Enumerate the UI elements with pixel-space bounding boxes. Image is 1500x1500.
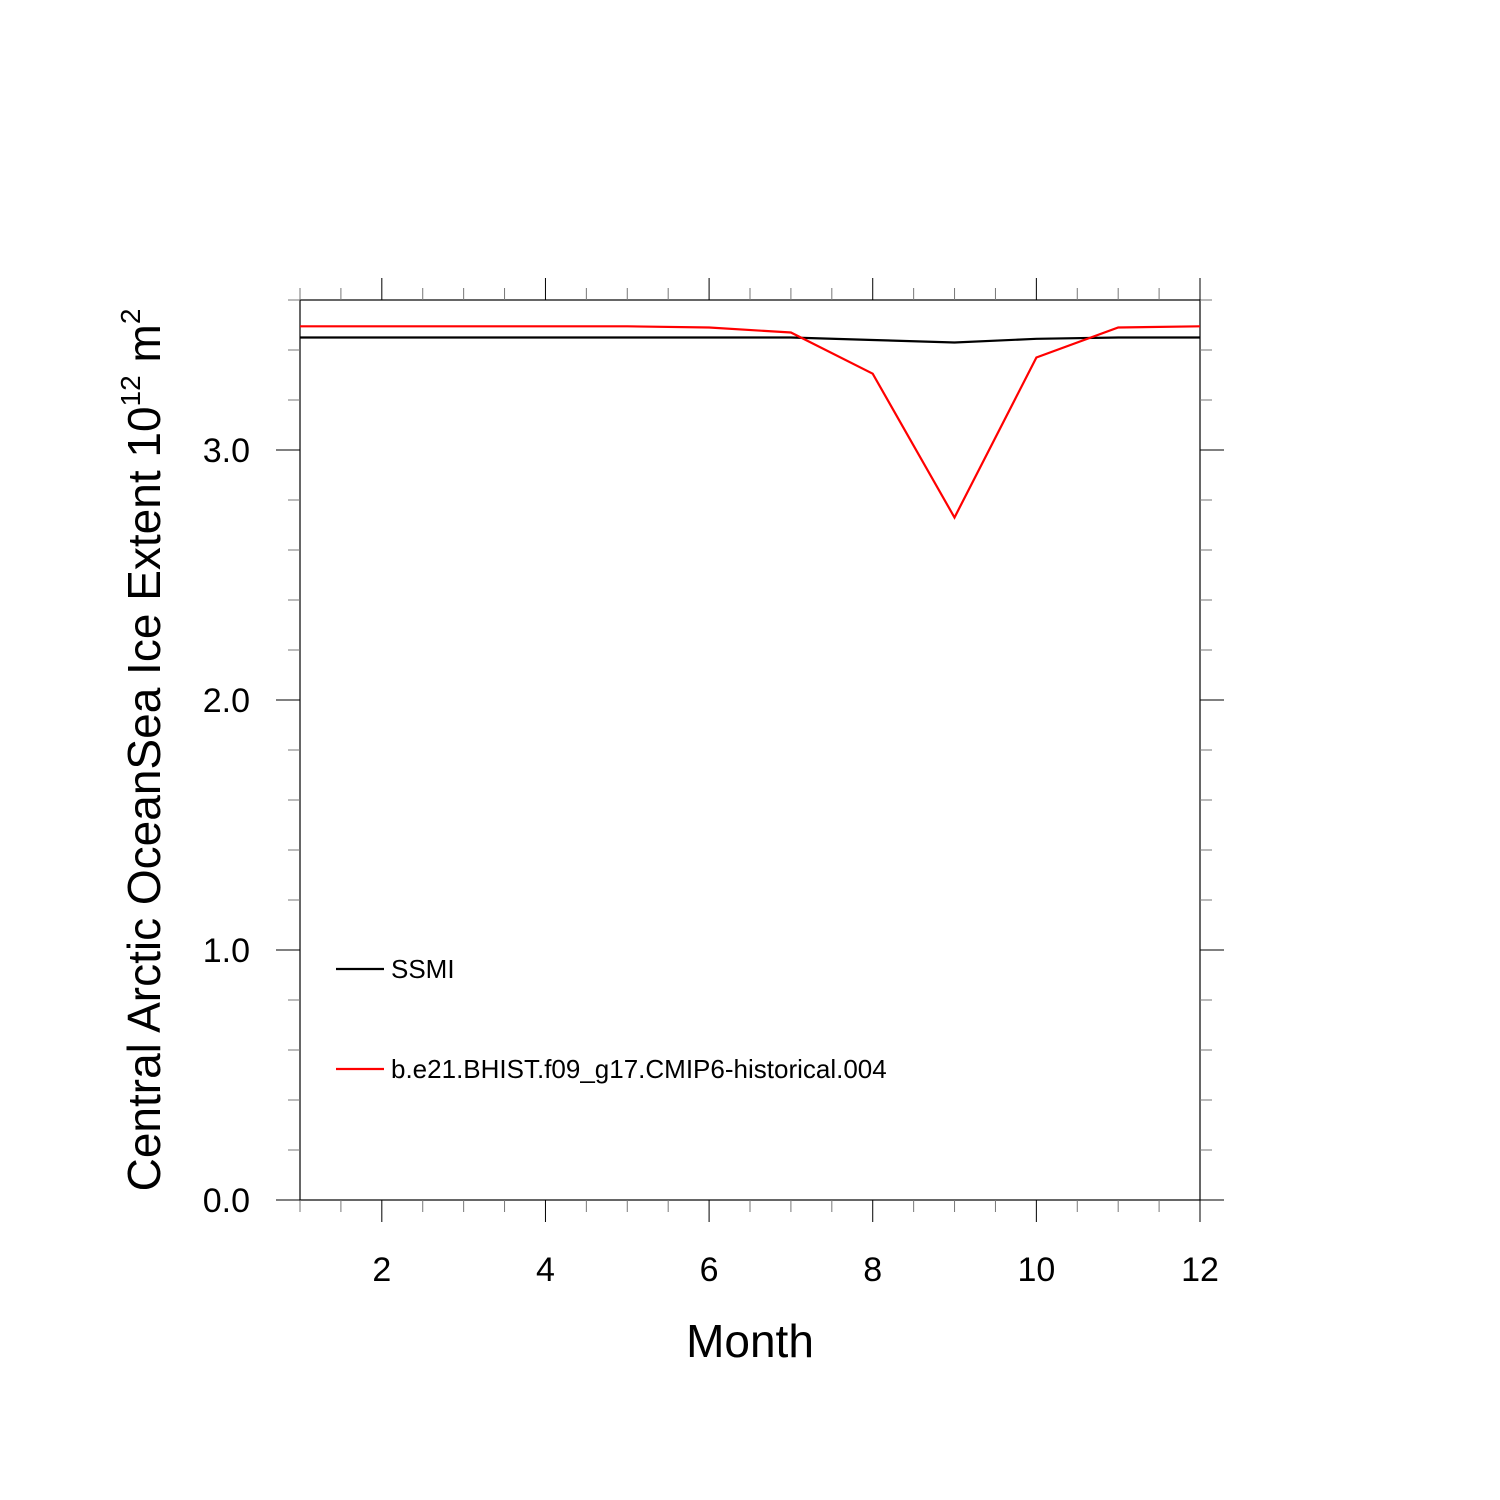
y-axis-title: Central Arctic OceanSea Ice Extent 1012 … — [115, 309, 170, 1192]
y-tick-label: 2.0 — [203, 682, 250, 720]
series-lines — [300, 325, 1201, 520]
y-tick-label: 0.0 — [203, 1182, 250, 1220]
legend-label: SSMI — [391, 954, 455, 984]
x-tick-label: 8 — [863, 1251, 882, 1289]
y-tick-labels: 0.0 1.0 2.0 3.0 — [203, 432, 250, 1220]
y-axis-title-main: Central Arctic OceanSea Ice Extent 10 — [118, 406, 170, 1191]
y-axis-title-unit-exponent: 2 — [115, 309, 146, 325]
x-axis-title: Month — [686, 1315, 814, 1367]
legend-label: b.e21.BHIST.f09_g17.CMIP6-historical.004 — [391, 1054, 887, 1084]
y-tick-label: 3.0 — [203, 432, 250, 470]
y-axis-title-unit: m — [118, 324, 170, 375]
x-tick-label: 4 — [536, 1251, 555, 1289]
x-tick-labels: 2 4 6 8 10 12 — [372, 1251, 1219, 1289]
x-tick-label: 2 — [372, 1251, 391, 1289]
x-tick-label: 10 — [1017, 1251, 1055, 1289]
x-tick-label: 12 — [1181, 1251, 1219, 1289]
series-line-0 — [300, 336, 1200, 344]
series-line-1 — [300, 325, 1201, 520]
major-ticks — [276, 278, 1224, 1222]
y-axis-title-exponent: 12 — [115, 375, 146, 406]
legend: SSMI b.e21.BHIST.f09_g17.CMIP6-historical… — [336, 954, 887, 1084]
y-tick-label: 1.0 — [203, 932, 250, 970]
x-tick-label: 6 — [700, 1251, 719, 1289]
minor-ticks — [288, 288, 1212, 1212]
